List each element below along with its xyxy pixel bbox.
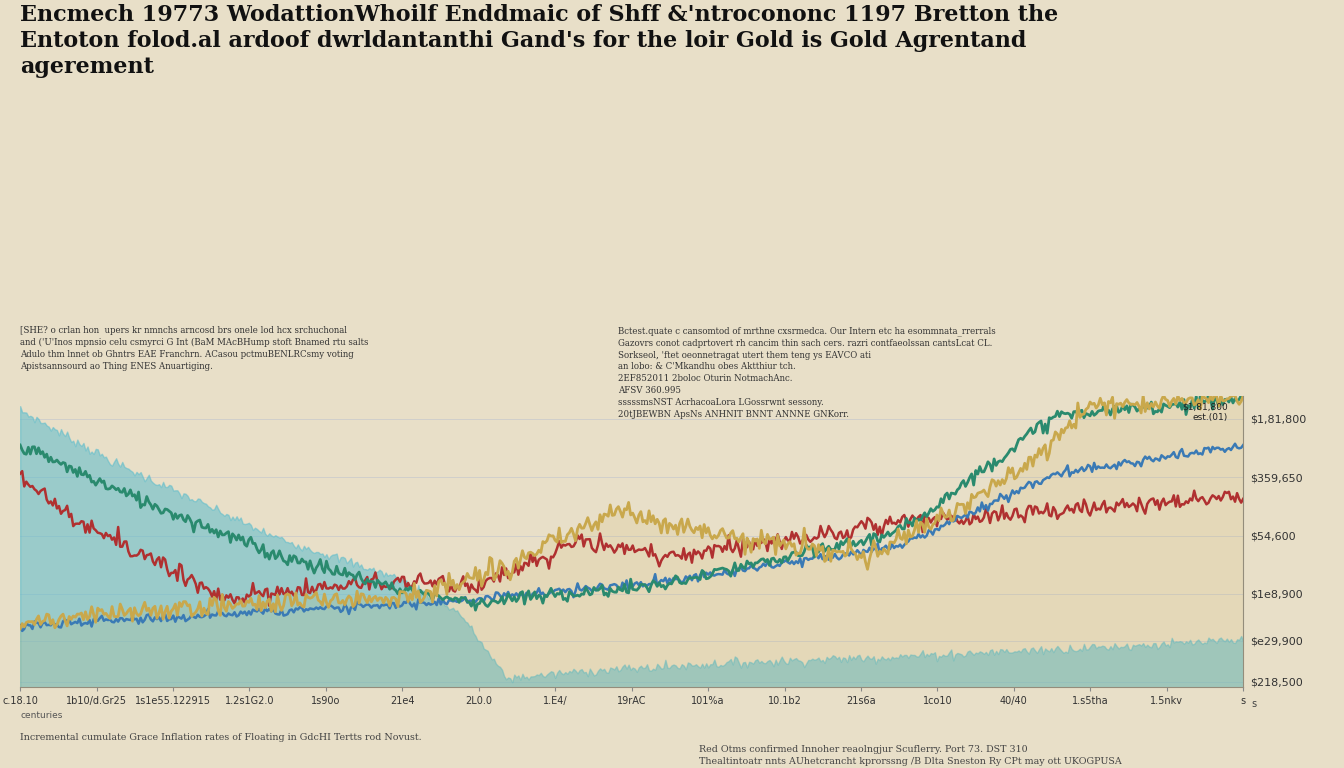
Text: [SHE? o crlan hon  upers kr nmnchs arncosd brs onele lod hcx srchuchonal
and ('U: [SHE? o crlan hon upers kr nmnchs arncos… (20, 326, 368, 371)
Text: Red Otms confirmed Innoher reaolngjur Scuflerry. Port 73. DST 310
Thealtintoatr : Red Otms confirmed Innoher reaolngjur Sc… (699, 745, 1122, 766)
Text: Encmech 19773 WodattionWhoilf Enddmaic of Shff &'ntrocononc 1197 Bretton the
Ent: Encmech 19773 WodattionWhoilf Enddmaic o… (20, 4, 1059, 78)
Text: s: s (1251, 699, 1257, 709)
Text: $1,81,800
est.(01): $1,81,800 est.(01) (1181, 402, 1227, 422)
Text: Incremental cumulate Grace Inflation rates of Floating in GdcHI Tertts rod Novus: Incremental cumulate Grace Inflation rat… (20, 733, 422, 743)
Text: Bctest.quate c cansomtod of mrthne cxsrmedca. Our Intern etc ha esommnata_rrerra: Bctest.quate c cansomtod of mrthne cxsrm… (618, 326, 996, 419)
Text: centuries: centuries (20, 710, 63, 720)
